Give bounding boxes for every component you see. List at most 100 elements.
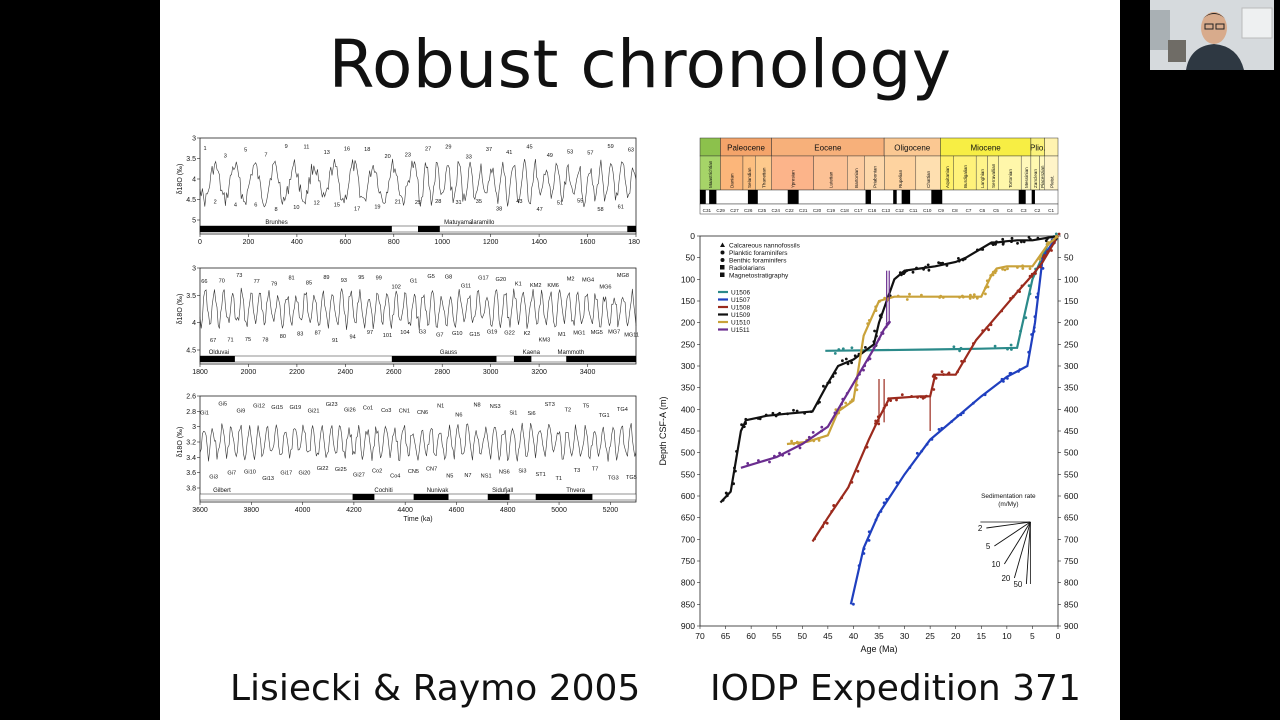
datum-point xyxy=(993,344,997,348)
stage-label: Gi9 xyxy=(237,409,246,415)
y-tick-label-right: 350 xyxy=(1064,383,1078,393)
stage-label: 18 xyxy=(364,147,370,153)
y-tick-label: 650 xyxy=(681,513,695,523)
stage-label: 47 xyxy=(537,207,543,213)
datum-point xyxy=(987,328,990,332)
datum-point xyxy=(1046,250,1049,253)
stage-label: 43 xyxy=(516,199,522,205)
legend-symbol xyxy=(720,250,725,255)
datum-point xyxy=(1055,235,1059,238)
stage-label: ST1 xyxy=(535,472,545,478)
datum-point xyxy=(878,314,882,318)
polarity-normal xyxy=(931,190,943,204)
x-tick-label: 10 xyxy=(1002,631,1012,641)
stage-label: G22 xyxy=(504,330,515,336)
datum-point xyxy=(771,411,775,415)
polarity-normal xyxy=(200,356,235,362)
datum-point xyxy=(840,496,844,500)
stage-label: Gi13 xyxy=(262,476,274,482)
datum-point xyxy=(972,342,975,345)
datum-point xyxy=(957,259,961,263)
x-tick-label: 20 xyxy=(951,631,961,641)
legend-symbol-label: Magnetostratigraphy xyxy=(729,272,789,279)
y-tick-label: 4 xyxy=(192,177,196,184)
y-tick-label-right: 150 xyxy=(1064,296,1078,306)
stage-label: MG5 xyxy=(591,330,603,336)
y-axis-label: Depth CSF-A (m) xyxy=(658,396,668,465)
datum-point xyxy=(916,396,919,399)
chron-label: Nunivak xyxy=(427,488,450,494)
epoch-label: Eocene xyxy=(814,144,842,153)
stage-label: 101 xyxy=(383,333,392,339)
chron-name: C8 xyxy=(952,208,958,213)
x-tick-label: 1800 xyxy=(628,239,640,246)
datum-point xyxy=(1034,272,1037,275)
stage-label: 25 xyxy=(415,200,421,206)
datum-point xyxy=(768,460,771,464)
epoch-label: Oligocene xyxy=(894,144,931,153)
datum-point xyxy=(778,411,781,415)
datum-point xyxy=(1032,330,1036,333)
stage-label: 13 xyxy=(324,150,330,156)
x-axis-label: Age (Ma) xyxy=(860,644,897,654)
d18o-record-line xyxy=(199,287,637,331)
stage-label: Gi20 xyxy=(299,470,311,476)
polarity-normal xyxy=(418,226,440,232)
y-tick-label-right: 750 xyxy=(1064,556,1078,566)
x-tick-label: 1400 xyxy=(531,239,547,246)
stage-label: Gi25 xyxy=(335,467,347,473)
datum-point xyxy=(874,518,878,522)
datum-point xyxy=(956,414,960,418)
datum-point xyxy=(937,428,941,431)
datum-point xyxy=(725,491,728,495)
datum-point xyxy=(940,370,944,374)
chron-name: C17 xyxy=(854,208,863,213)
stage-label: Gi12 xyxy=(253,404,265,410)
datum-point xyxy=(756,417,760,420)
chron-name: C13 xyxy=(882,208,891,213)
stage-name: Langhian xyxy=(980,169,985,188)
stage-name: Burdigalian xyxy=(963,165,968,188)
presenter-video xyxy=(1150,0,1274,70)
stage-label: T1 xyxy=(556,476,563,482)
stage-label: MG1 xyxy=(573,330,585,336)
stage-label: TG5 xyxy=(626,475,637,481)
x-tick-label: 0 xyxy=(198,239,202,246)
polarity-normal xyxy=(413,494,449,500)
x-tick-label: 65 xyxy=(721,631,731,641)
polarity-normal xyxy=(513,356,532,362)
stage-label: Si3 xyxy=(518,468,526,474)
y-tick-label: 4.5 xyxy=(186,197,196,204)
datum-point xyxy=(1057,232,1061,236)
datum-point xyxy=(852,602,855,606)
stage-label: 20 xyxy=(384,154,390,160)
datum-point xyxy=(840,402,843,406)
stage-label: 87 xyxy=(315,330,321,336)
x-tick-label: 70 xyxy=(695,631,705,641)
datum-point xyxy=(1030,333,1033,336)
datum-point xyxy=(882,501,886,505)
stage-label: MG11 xyxy=(624,333,639,339)
datum-point xyxy=(1000,309,1004,313)
datum-point xyxy=(876,513,880,517)
stage-label: Si1 xyxy=(509,411,517,417)
plot-frame xyxy=(199,395,637,503)
stage-label: 8 xyxy=(274,207,277,213)
datum-point xyxy=(867,319,871,322)
legend-symbol xyxy=(720,272,725,277)
epoch-label: Miocene xyxy=(971,144,1002,153)
datum-point xyxy=(985,279,989,283)
datum-point xyxy=(1030,274,1034,278)
polarity-normal xyxy=(901,190,911,204)
stage-label: 35 xyxy=(476,199,482,205)
datum-point xyxy=(937,261,940,264)
quaternary-cell xyxy=(1044,137,1059,157)
chron-name: C22 xyxy=(785,208,794,213)
stage-label: Gi17 xyxy=(280,471,292,477)
datum-point xyxy=(733,466,736,470)
datum-point xyxy=(809,410,813,413)
datum-point xyxy=(721,498,725,502)
stage-label: 37 xyxy=(486,147,492,153)
stage-label: 61 xyxy=(618,204,624,210)
datum-point xyxy=(790,439,793,443)
